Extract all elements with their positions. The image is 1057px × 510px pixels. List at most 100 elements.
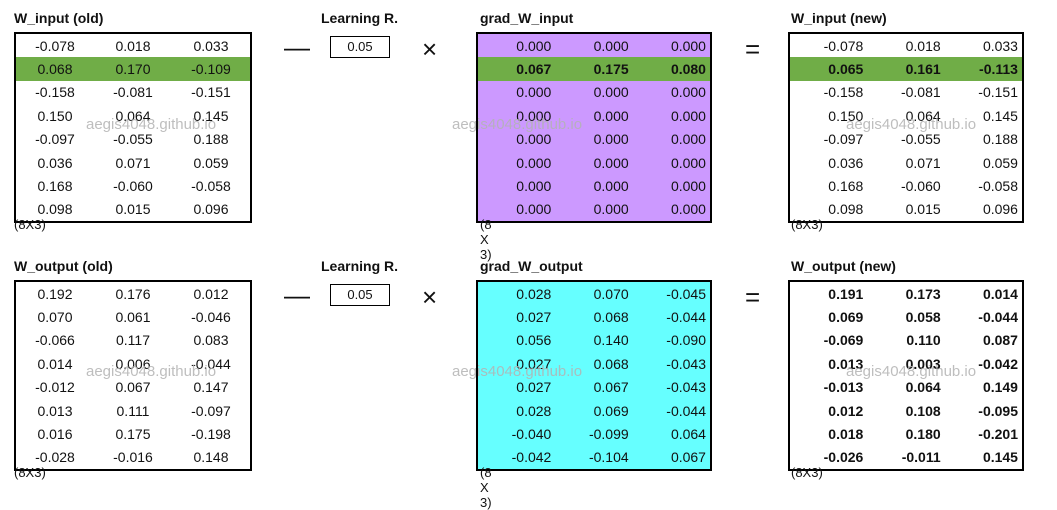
matrix-cell: 0.000: [593, 131, 629, 148]
matrix-row: 0.070 0.061 -0.046: [16, 305, 250, 328]
matrix-row: -0.040 -0.099 0.064: [478, 422, 710, 445]
matrix-cell: 0.016: [37, 426, 73, 443]
matrix-cell: -0.058: [191, 178, 231, 195]
matrix-cell: 0.028: [516, 285, 552, 302]
matrix-row: 0.065 0.161 -0.113: [790, 57, 1022, 81]
matrix-cell: 0.015: [905, 201, 941, 218]
matrix-row: -0.026 -0.011 0.145: [790, 446, 1022, 469]
matrix-cell: 0.018: [828, 426, 864, 443]
matrix-cell: -0.060: [900, 178, 941, 195]
matrix-cell: -0.011: [901, 449, 941, 466]
matrix-cell: -0.066: [35, 332, 75, 349]
learning-rate-title: Learning R.: [321, 258, 399, 274]
matrix-cell: 0.027: [516, 355, 552, 372]
equals-operator: =: [745, 34, 761, 64]
matrix-cell: -0.151: [191, 84, 231, 101]
matrix-cell: 0.110: [906, 332, 941, 349]
matrix-cell: 0.071: [905, 154, 941, 171]
matrix-cell: -0.097: [823, 131, 864, 148]
matrix-cell: 0.012: [193, 285, 229, 302]
matrix-cell: 0.000: [670, 84, 706, 101]
matrix-row: -0.069 0.110 0.087: [790, 329, 1022, 352]
matrix-row: -0.012 0.067 0.147: [16, 376, 250, 399]
matrix-row: 0.192 0.176 0.012: [16, 282, 250, 305]
matrix-cell: 0.070: [37, 309, 73, 326]
matrix-cell: 0.018: [905, 37, 941, 54]
matrix-row: -0.097 -0.055 0.188: [16, 128, 250, 151]
matrix-cell: 0.070: [593, 285, 629, 302]
matrix-row: 0.000 0.000 0.000: [478, 198, 710, 221]
matrix-cell: -0.044: [666, 309, 706, 326]
matrix-row: 0.150 0.064 0.145: [16, 104, 250, 127]
matrix-row: 0.013 0.111 -0.097: [16, 399, 250, 422]
matrix-cell: -0.044: [666, 402, 706, 419]
matrix-row: 0.150 0.064 0.145: [790, 104, 1022, 127]
matrix-cell: -0.097: [191, 402, 231, 419]
matrix-cell: 0.180: [905, 426, 941, 443]
matrix-cell: -0.026: [823, 449, 864, 466]
matrix-cell: 0.056: [516, 332, 552, 349]
matrix-cell: 0.140: [593, 332, 629, 349]
matrix-cell: 0.000: [593, 107, 629, 124]
matrix-cell: 0.000: [670, 201, 706, 218]
matrix-cell: 0.000: [516, 154, 552, 171]
matrix-cell: 0.080: [670, 61, 706, 78]
matrix-cell: 0.173: [905, 285, 941, 302]
matrix-cell: -0.097: [35, 131, 75, 148]
matrix-cell: 0.000: [670, 131, 706, 148]
grad-w-input-title: grad_W_input: [480, 10, 574, 26]
matrix-cell: -0.158: [823, 84, 864, 101]
matrix-cell: 0.067: [593, 379, 629, 396]
matrix-cell: -0.069: [823, 332, 864, 349]
matrix-cell: 0.033: [982, 37, 1018, 54]
matrix-cell: -0.028: [35, 449, 75, 466]
matrix-cell: 0.069: [593, 402, 629, 419]
matrix-row: 0.069 0.058 -0.044: [790, 305, 1022, 328]
matrix-row: 0.000 0.000 0.000: [478, 34, 710, 57]
matrix-cell: 0.000: [670, 178, 706, 195]
matrix-cell: -0.198: [191, 426, 231, 443]
matrix-row: 0.098 0.015 0.096: [16, 198, 250, 221]
w-input-new-title: W_input (new): [791, 10, 887, 26]
matrix-cell: -0.044: [978, 309, 1018, 326]
w-input-new-matrix: -0.078 0.018 0.033 0.065 0.161 -0.113 -0.158 -0…: [788, 32, 1024, 223]
matrix-cell: 0.175: [115, 426, 151, 443]
matrix-cell: 0.061: [115, 309, 151, 326]
matrix-cell: 0.000: [516, 107, 552, 124]
times-operator: ×: [422, 34, 438, 64]
matrix-row: 0.027 0.067 -0.043: [478, 376, 710, 399]
matrix-cell: -0.046: [191, 309, 231, 326]
matrix-cell: 0.147: [193, 379, 229, 396]
matrix-cell: 0.168: [37, 178, 73, 195]
matrix-row: 0.000 0.000 0.000: [478, 81, 710, 104]
matrix-row: 0.016 0.175 -0.198: [16, 422, 250, 445]
matrix-cell: -0.078: [823, 37, 864, 54]
matrix-cell: 0.188: [982, 131, 1018, 148]
grad-w-output-title: grad_W_output: [480, 258, 583, 274]
matrix-cell: -0.055: [113, 131, 153, 148]
matrix-row: 0.036 0.071 0.059: [16, 151, 250, 174]
matrix-cell: 0.148: [193, 449, 229, 466]
matrix-cell: 0.028: [516, 402, 552, 419]
w-output-new-dims: (8X3): [791, 465, 823, 480]
times-operator: ×: [422, 282, 438, 312]
matrix-cell: 0.000: [593, 201, 629, 218]
matrix-cell: 0.111: [116, 402, 150, 419]
matrix-cell: 0.058: [905, 309, 941, 326]
matrix-row: 0.012 0.108 -0.095: [790, 399, 1022, 422]
matrix-cell: 0.036: [37, 154, 73, 171]
matrix-cell: 0.000: [516, 131, 552, 148]
matrix-row: 0.067 0.175 0.080: [478, 57, 710, 81]
matrix-cell: 0.068: [593, 309, 629, 326]
w-output-old-title: W_output (old): [14, 258, 113, 274]
grad-w-input-dims: (8 X 3): [480, 217, 492, 262]
matrix-cell: 0.027: [516, 309, 552, 326]
matrix-row: 0.168 -0.060 -0.058: [16, 174, 250, 197]
matrix-cell: -0.109: [191, 61, 231, 78]
matrix-row: 0.000 0.000 0.000: [478, 104, 710, 127]
matrix-cell: -0.055: [900, 131, 941, 148]
matrix-cell: 0.014: [982, 285, 1018, 302]
matrix-cell: 0.098: [828, 201, 864, 218]
matrix-cell: 0.067: [670, 449, 706, 466]
matrix-cell: 0.013: [828, 355, 864, 372]
